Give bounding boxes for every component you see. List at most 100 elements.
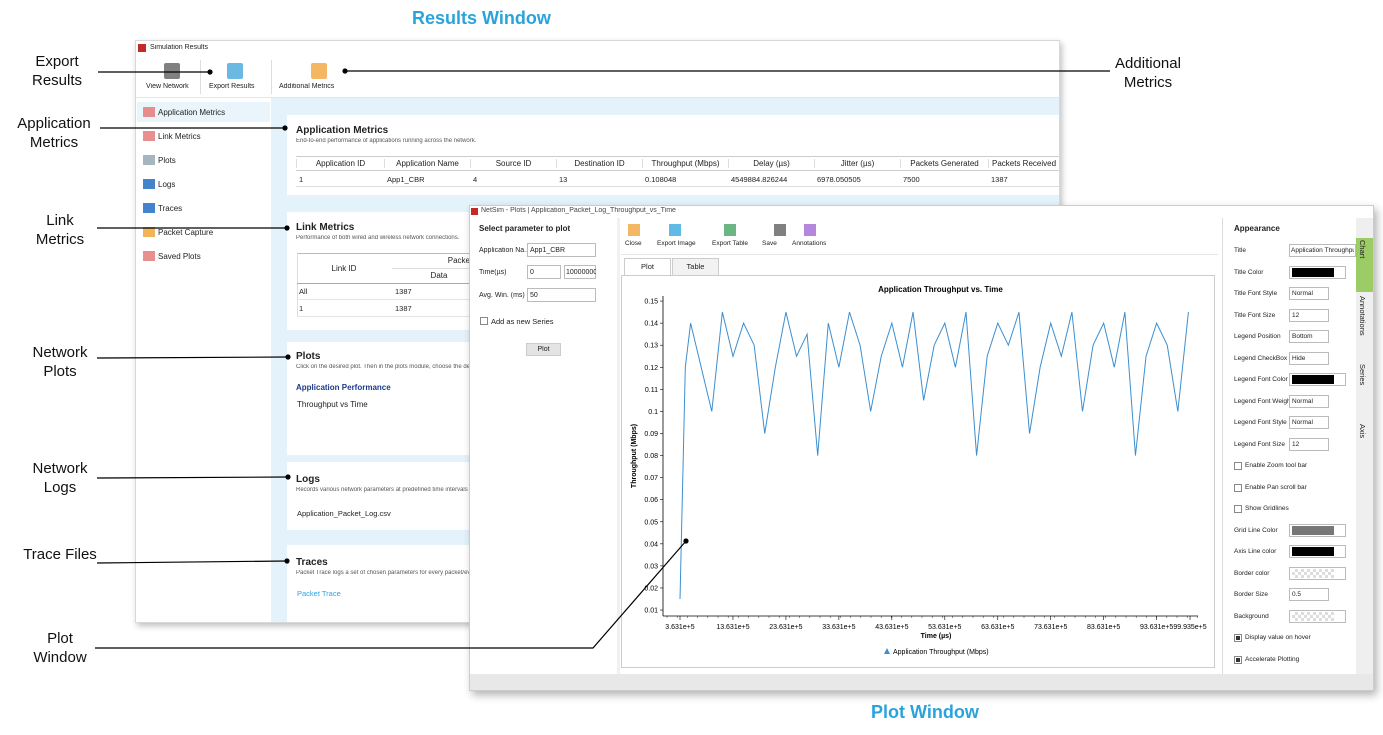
plot-group: Application Performance xyxy=(296,383,391,392)
property-label: Title Color xyxy=(1234,268,1264,276)
tab[interactable] xyxy=(672,258,719,275)
trace-link[interactable]: Packet Trace xyxy=(297,589,341,598)
table-row-line xyxy=(296,186,1059,187)
color-picker[interactable] xyxy=(1289,609,1346,623)
color-picker[interactable] xyxy=(1289,265,1346,279)
input-value: 10000000 xyxy=(566,269,596,276)
input[interactable] xyxy=(527,288,596,302)
sidebar-item[interactable]: Application Metrics xyxy=(158,108,226,117)
y-tick-label: 0.14 xyxy=(644,321,658,328)
sidebar-item[interactable]: Packet Capture xyxy=(158,228,214,237)
color-picker[interactable] xyxy=(1289,523,1346,537)
plot-link[interactable]: Throughput vs Time xyxy=(297,400,368,409)
input-value: 50 xyxy=(530,292,538,299)
toolbar-button[interactable]: Export Results xyxy=(209,83,255,90)
sidebar-selected xyxy=(137,102,270,122)
callout-label: Plot Window xyxy=(33,630,87,666)
table-header-cell: Jitter (µs) xyxy=(814,159,900,168)
dropdown[interactable] xyxy=(1289,308,1329,322)
side-tab[interactable]: Axis xyxy=(1358,424,1367,439)
field-label: Application Na... xyxy=(479,247,527,254)
callout-label: Application Metrics xyxy=(17,115,91,151)
side-tab[interactable]: Annotations xyxy=(1358,296,1367,336)
checkbox[interactable] xyxy=(1234,483,1242,492)
checkbox[interactable] xyxy=(1234,505,1242,513)
splitter xyxy=(617,218,620,676)
sidebar-icon xyxy=(143,251,155,261)
toolbar-button[interactable]: View Network xyxy=(146,83,189,90)
table-header-cell: Link ID xyxy=(331,264,357,273)
dropdown[interactable] xyxy=(1289,394,1329,408)
window-title: NetSim - Plots | Application_Packet_Log_… xyxy=(481,207,676,214)
table-header-cell: Packets Received xyxy=(988,159,1059,168)
side-tab[interactable]: Series xyxy=(1358,364,1367,386)
log-link[interactable]: Application_Packet_Log.csv xyxy=(297,509,391,518)
sidebar-item[interactable]: Saved Plots xyxy=(158,252,201,261)
button[interactable] xyxy=(526,343,561,356)
y-tick-label: 0.02 xyxy=(644,585,658,592)
dropdown[interactable] xyxy=(1289,287,1329,300)
property-label: Legend Position xyxy=(1234,333,1281,340)
sidebar-item[interactable]: Traces xyxy=(158,204,183,213)
data-line xyxy=(679,311,1189,600)
toolbar-button[interactable]: Additional Metrics xyxy=(279,83,335,90)
y-tick-label: 0.07 xyxy=(644,475,658,482)
y-tick-label: 0.15 xyxy=(644,299,658,306)
toolbar-button[interactable]: Save xyxy=(762,240,777,247)
toolbar-button[interactable]: Annotations xyxy=(792,240,827,247)
y-tick-label: 0.1 xyxy=(648,409,658,416)
dropdown[interactable] xyxy=(1289,437,1329,451)
dropdown[interactable] xyxy=(1289,416,1329,429)
checkbox-label: Show Gridlines xyxy=(1245,505,1289,512)
sidebar-icon xyxy=(143,203,155,213)
input[interactable] xyxy=(564,265,596,279)
input[interactable] xyxy=(1289,244,1356,257)
checkbox[interactable] xyxy=(1234,462,1242,470)
dropdown[interactable] xyxy=(1289,351,1329,365)
callout-line xyxy=(95,540,687,649)
input[interactable] xyxy=(527,265,561,279)
table-header-cell: Data xyxy=(430,271,448,280)
sidebar-icon xyxy=(143,107,155,117)
table-cell: 13 xyxy=(559,175,568,184)
sidebar-item[interactable]: Plots xyxy=(158,156,176,165)
toolbar-icon xyxy=(628,224,640,236)
tab-label[interactable]: Plot xyxy=(641,262,654,271)
sidebar-item[interactable]: Logs xyxy=(158,180,176,189)
field-label: Time(µs) xyxy=(479,269,507,276)
card xyxy=(287,115,1059,195)
dropdown[interactable] xyxy=(1289,330,1329,343)
toolbar-button[interactable]: Close xyxy=(625,240,642,247)
tab-label[interactable]: Table xyxy=(686,262,705,271)
color-swatch xyxy=(1292,611,1334,621)
toolbar-button[interactable]: Export Image xyxy=(657,240,696,247)
table-cell: 6978.050505 xyxy=(817,175,861,184)
color-picker[interactable] xyxy=(1289,545,1346,558)
button-label[interactable]: Plot xyxy=(537,346,550,353)
card-title: Application Metrics xyxy=(296,125,389,136)
side-tab[interactable]: Chart xyxy=(1358,240,1367,259)
side-tab-active xyxy=(1356,238,1373,292)
dropdown[interactable] xyxy=(527,243,596,257)
sidebar-item[interactable]: Link Metrics xyxy=(158,132,201,141)
table-cell: 1 xyxy=(299,175,304,184)
legend-marker xyxy=(884,648,890,654)
dropdown-value: Hide xyxy=(1292,354,1306,362)
legend-label: Application Throughput (Mbps) xyxy=(893,649,989,656)
color-picker[interactable] xyxy=(1289,373,1346,386)
property-label: Title xyxy=(1234,247,1247,254)
tab[interactable] xyxy=(624,258,671,275)
toolbar-button[interactable]: Export Table xyxy=(712,240,749,247)
color-picker[interactable] xyxy=(1289,566,1346,580)
callout-line xyxy=(96,476,289,479)
dropdown[interactable] xyxy=(1289,588,1329,601)
panel-heading: Select parameter to plot xyxy=(479,224,571,233)
callout-line xyxy=(96,560,288,564)
property-label: Title Font Size xyxy=(1234,311,1276,319)
table-cell: 4549884.826244 xyxy=(731,175,788,184)
checkbox[interactable] xyxy=(480,317,488,325)
toolbar-icon xyxy=(774,224,786,236)
card-subtitle: Packet Trace logs a set of chosen parame… xyxy=(296,570,481,576)
panel-heading: Appearance xyxy=(1234,224,1280,233)
